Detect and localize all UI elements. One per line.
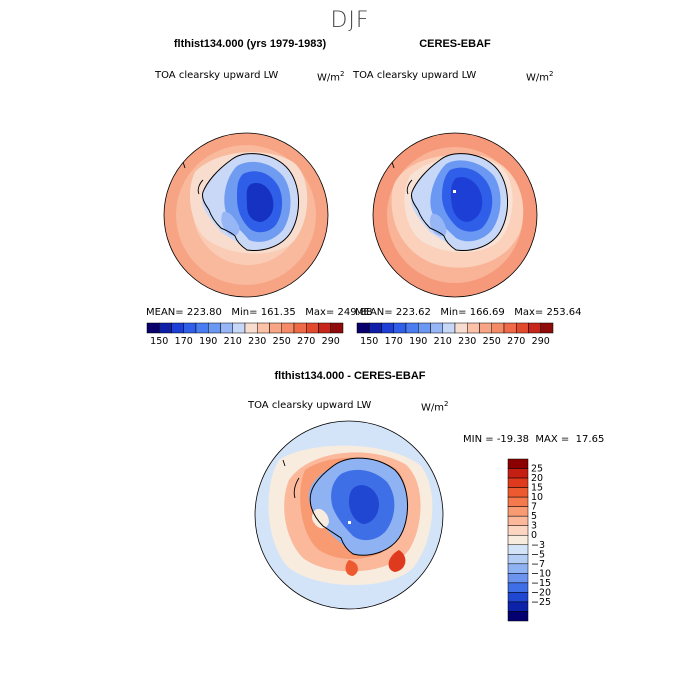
panel-3-colorbar-tick-label: −3 (531, 540, 545, 551)
figure-title: DJF (330, 8, 370, 33)
panel-2-colorbar: 150 170 190 210 230 250 270 290 (356, 322, 554, 347)
panel-2-units: W/m2 (526, 70, 554, 84)
panel-3-colorbar-swatch (507, 592, 529, 603)
panel-2-colorbar-swatch (442, 322, 456, 334)
panel-2-colorbar-tick-label: 270 (507, 336, 525, 347)
panel-3-colorbar-tick-label: −25 (531, 597, 551, 608)
panel-3-colorbar-swatch (507, 477, 529, 488)
panel-2-colorbar-tick-label: 190 (409, 336, 427, 347)
panel-3-colorbar-tick-label: 5 (531, 511, 537, 522)
panel-2-colorbar-tick-label: 210 (434, 336, 452, 347)
panel-3-colorbar-swatch (507, 468, 529, 479)
panel-1-colorbar-swatch (232, 322, 246, 334)
panel-1-colorbar-tick-label: 210 (224, 336, 242, 347)
panel-1-colorbar-swatch (244, 322, 258, 334)
panel-2-colorbar-swatch (393, 322, 407, 334)
panel-1-colorbar-tick-label: 150 (150, 336, 168, 347)
panel-1-colorbar: 150 170 190 210 230 250 270 290 (146, 322, 344, 347)
panel-1-colorbar-swatch (146, 322, 160, 334)
panel-1-colorbar-tick-label: 270 (297, 336, 315, 347)
panel-1-colorbar-swatch (306, 322, 319, 334)
panel-2-colorbar-swatch (405, 322, 419, 334)
panel-3-colorbar-swatch (507, 544, 529, 555)
panel-2-colorbar-swatch (540, 322, 554, 334)
panel-3-units: W/m2 (421, 400, 449, 414)
panel-1-colorbar-tick-label: 250 (273, 336, 291, 347)
panel-1-units: W/m2 (317, 70, 345, 84)
panel-2-colorbar-swatch (381, 322, 394, 334)
panel-1-colorbar-swatch (281, 322, 295, 334)
panel-3-colorbar-swatch (507, 554, 529, 565)
panel-2-colorbar-swatch (369, 322, 382, 334)
panel-3-colorbar-swatch (507, 506, 529, 517)
panel-2-colorbar-tick-label: 230 (458, 336, 476, 347)
panel-2-colorbar-swatch (479, 322, 492, 334)
panel-1-colorbar-swatch (220, 322, 233, 334)
panel-2-colorbar-swatch (528, 322, 541, 334)
panel-1-stats: MEAN= 223.80 Min= 161.35 Max= 249.88 (146, 307, 373, 318)
panel-3-colorbar-tick-label: −15 (531, 578, 551, 589)
panel-2-colorbar-swatch (491, 322, 505, 334)
panel-3-colorbar-tick-label: −7 (531, 559, 545, 570)
panel-3-colorbar-tick-label: −5 (531, 549, 545, 560)
panel-2-variable-label: TOA clearsky upward LW (353, 70, 477, 81)
panel-2-colorbar-tick-label: 250 (483, 336, 501, 347)
panel-1-colorbar-tick-label: 190 (199, 336, 217, 347)
panel-3-colorbar-tick-label: 3 (531, 521, 537, 532)
panel-1-title: flthist134.000 (yrs 1979-1983) (173, 38, 327, 50)
panel-1-colorbar-swatch (159, 322, 172, 334)
panel-1-colorbar-swatch (171, 322, 184, 334)
panel-2-colorbar-swatch (503, 322, 517, 334)
panel-2-colorbar-tick-label: 150 (360, 336, 378, 347)
panel-3-colorbar-tick-label: −20 (531, 587, 551, 598)
panel-3-colorbar-swatch (507, 582, 529, 593)
panel-3-colorbar-swatch (507, 601, 529, 612)
panel-1-map (163, 132, 329, 298)
panel-3-colorbar-swatch (507, 573, 529, 584)
panel-1-variable-label: TOA clearsky upward LW (155, 70, 279, 81)
panel-3-colorbar-swatch (507, 563, 529, 574)
panel-1-colorbar-tick-label: 170 (175, 336, 193, 347)
panel-1-colorbar-swatch (257, 322, 270, 334)
panel-3-stats: MIN = -19.38 MAX = 17.65 (463, 434, 605, 445)
panel-2-stats: MEAN= 223.62 Min= 166.69 Max= 253.64 (355, 307, 582, 318)
panel-3-map (254, 420, 444, 610)
panel-2-colorbar-swatch (454, 322, 468, 334)
panel-2-colorbar-swatch (516, 322, 529, 334)
panel-2-colorbar-tick-label: 170 (385, 336, 403, 347)
panel-2-title: CERES-EBAF (419, 38, 491, 50)
panel-3-colorbar-tick-label: 0 (531, 530, 537, 541)
panel-3-variable-label: TOA clearsky upward LW (248, 400, 372, 411)
panel-1-colorbar-swatch (330, 322, 344, 334)
panel-3-colorbar-tick-label: 15 (531, 483, 543, 494)
panel-1-colorbar-swatch (269, 322, 282, 334)
panel-3-colorbar-swatch (507, 611, 529, 622)
panel-3-colorbar-swatch (507, 458, 529, 469)
panel-1-colorbar-swatch (195, 322, 209, 334)
panel-2-colorbar-swatch (356, 322, 370, 334)
panel-1-colorbar-swatch (208, 322, 221, 334)
panel-3-colorbar-tick-label: 20 (531, 473, 543, 484)
panel-1-colorbar-swatch (183, 322, 197, 334)
panel-3-colorbar-swatch (507, 534, 529, 546)
panel-3-title: flthist134.000 - CERES-EBAF (274, 370, 426, 382)
panel-2-colorbar-tick-label: 290 (532, 336, 550, 347)
panel-2-colorbar-swatch (418, 322, 431, 334)
panel-3-colorbar-tick-label: −10 (531, 568, 551, 579)
panel-3-colorbar-swatch (507, 496, 529, 507)
panel-2-map (372, 132, 538, 298)
panel-3-colorbar-swatch (507, 525, 529, 536)
panel-1-colorbar-tick-label: 230 (248, 336, 266, 347)
panel-2-colorbar-swatch (430, 322, 443, 334)
panel-3-colorbar-tick-label: 10 (531, 492, 543, 503)
panel-3-colorbar-swatch (507, 515, 529, 526)
panel-2-colorbar-swatch (467, 322, 480, 334)
panel-3-colorbar-tick-label: 7 (531, 502, 537, 513)
panel-3-colorbar-swatch (507, 487, 529, 498)
panel-1-colorbar-swatch (293, 322, 307, 334)
panel-1-colorbar-swatch (318, 322, 331, 334)
panel-3-colorbar-tick-label: 25 (531, 464, 543, 475)
panel-1-colorbar-tick-label: 290 (322, 336, 340, 347)
